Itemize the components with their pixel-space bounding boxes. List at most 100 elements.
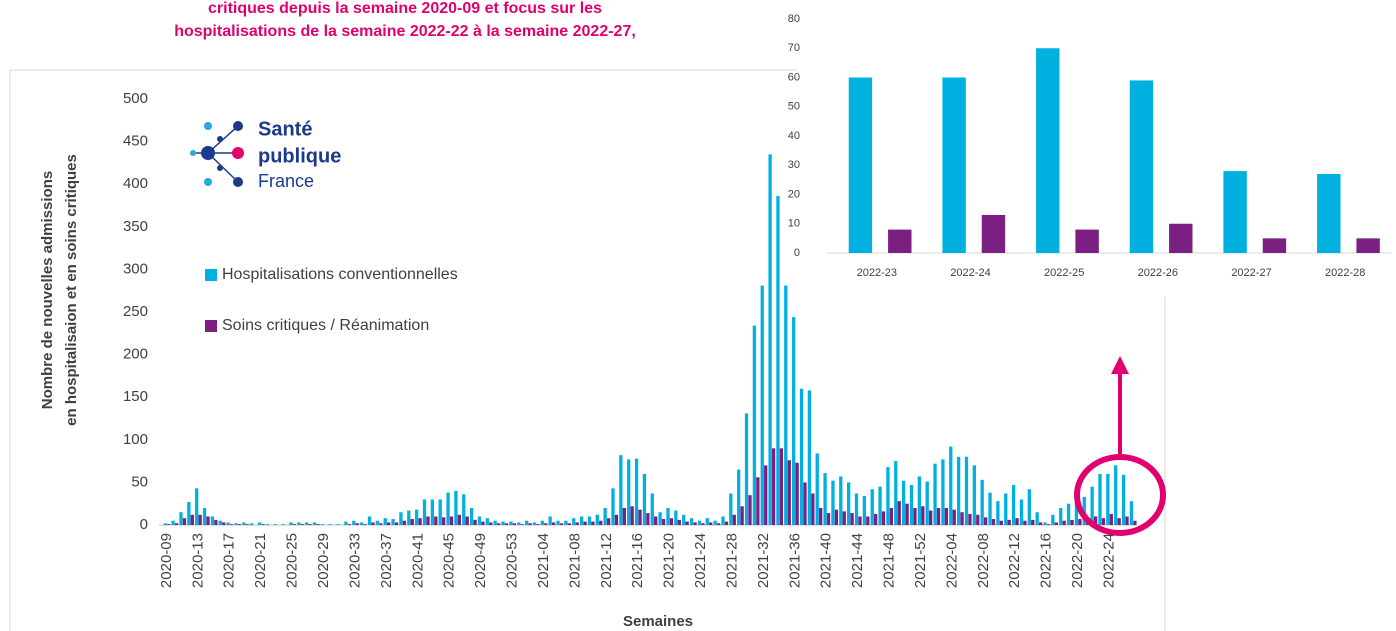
bar <box>1066 503 1071 525</box>
bar <box>960 512 964 525</box>
bar <box>1082 496 1086 525</box>
bar <box>1004 493 1008 525</box>
bar <box>658 512 662 525</box>
bar <box>540 520 544 525</box>
bar <box>1007 519 1011 525</box>
bar <box>650 493 654 525</box>
bar <box>776 196 780 526</box>
y-tick-label: 450 <box>123 133 148 150</box>
x-tick-label: 2020-53 <box>504 533 521 588</box>
bar <box>964 456 969 525</box>
bar <box>583 521 587 525</box>
x-tick-label: 2022-04 <box>943 533 960 588</box>
bar <box>206 516 210 525</box>
bar <box>646 513 650 525</box>
y-tick-label: 60 <box>788 71 800 83</box>
bar <box>434 516 438 525</box>
y-tick-label: 400 <box>123 175 148 192</box>
bar <box>874 513 878 525</box>
bar <box>886 467 890 525</box>
y-tick-label: 50 <box>131 473 148 490</box>
logo-dot <box>233 177 243 187</box>
bar <box>410 519 414 525</box>
bar <box>320 524 325 525</box>
bar <box>379 523 383 525</box>
bar <box>190 514 194 525</box>
bar <box>956 456 961 525</box>
bar <box>1121 474 1126 525</box>
bar <box>826 513 831 525</box>
bar <box>1031 519 1035 525</box>
bar <box>603 507 607 525</box>
bar <box>414 509 419 525</box>
bar <box>999 520 1004 525</box>
bar <box>347 524 352 525</box>
bar <box>881 511 886 525</box>
bar <box>713 520 717 525</box>
bar <box>1262 238 1287 253</box>
bar <box>1043 522 1047 525</box>
x-tick-label: 2022-24 <box>950 267 990 279</box>
bar <box>611 488 615 525</box>
bar <box>619 455 623 525</box>
bar <box>265 524 270 525</box>
bar <box>685 521 689 525</box>
x-axis-label: Semaines <box>623 613 693 630</box>
bar <box>862 496 867 525</box>
bar <box>925 481 929 525</box>
bar <box>257 522 262 525</box>
x-tick-label: 2021-44 <box>849 533 866 588</box>
bar <box>848 77 873 253</box>
bar <box>654 516 658 525</box>
x-tick-label: 2020-25 <box>284 533 301 588</box>
bar <box>210 516 215 525</box>
y-tick-label: 150 <box>123 388 148 405</box>
bar <box>929 510 933 525</box>
x-tick-label: 2020-45 <box>441 533 458 588</box>
x-tick-label: 2021-24 <box>692 533 709 588</box>
bar <box>214 519 218 525</box>
x-tick-label: 2021-32 <box>755 533 772 588</box>
bar <box>426 516 430 525</box>
x-tick-label: 2022-12 <box>1006 533 1023 588</box>
bar <box>493 520 497 525</box>
x-tick-label: 2020-49 <box>472 533 489 588</box>
bar <box>564 520 568 525</box>
bar <box>1093 516 1098 525</box>
bar <box>375 520 380 525</box>
x-tick-label: 2020-29 <box>315 533 332 588</box>
annotation <box>1074 356 1166 536</box>
bar <box>1070 519 1074 525</box>
bar <box>469 507 474 525</box>
bar <box>344 521 348 525</box>
bar <box>799 388 804 525</box>
y-axis-label: Nombre de nouvelles admissions <box>39 171 56 409</box>
bar <box>936 507 941 525</box>
bar <box>229 524 234 525</box>
bar <box>532 522 537 525</box>
legend-label: Hospitalisations conventionnelles <box>222 266 458 283</box>
bar <box>418 518 422 525</box>
x-tick-label: 2022-26 <box>1138 267 1178 279</box>
bar <box>721 516 725 525</box>
bar <box>359 522 364 525</box>
bar <box>305 522 309 525</box>
bar <box>634 458 639 525</box>
bar <box>430 499 434 525</box>
bar <box>218 520 222 525</box>
bar <box>606 518 611 525</box>
x-tick-label: 2020-21 <box>252 533 269 588</box>
bar <box>182 518 187 525</box>
bar <box>501 521 505 525</box>
logo-text: Santé <box>258 118 312 140</box>
bar <box>1098 473 1102 525</box>
bar <box>819 507 823 525</box>
bar <box>921 506 925 525</box>
logo-dot <box>217 136 223 142</box>
bar <box>167 524 171 525</box>
bar <box>1125 516 1129 525</box>
title-group: critiques depuis la semaine 2020-09 et f… <box>174 0 636 40</box>
bar <box>1059 507 1063 525</box>
bar <box>949 446 953 525</box>
